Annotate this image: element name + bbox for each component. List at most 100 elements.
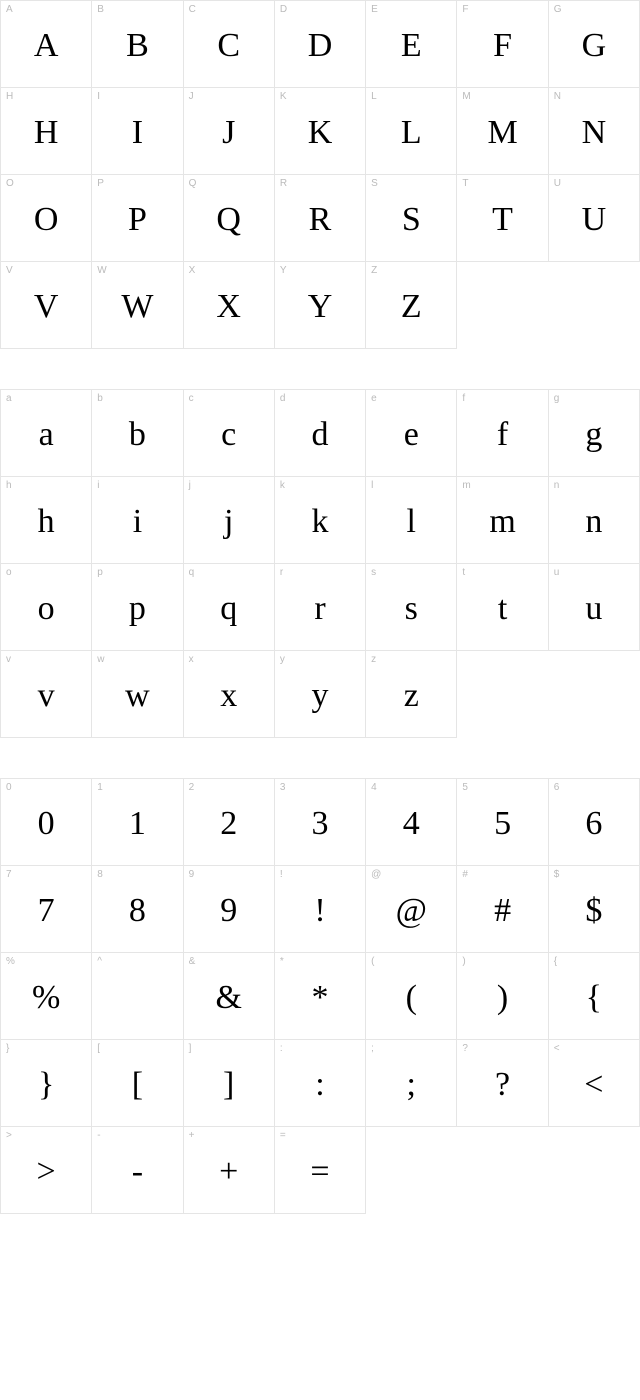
glyph-cell[interactable]: ^ — [92, 953, 183, 1040]
glyph-cell[interactable]: oo — [1, 564, 92, 651]
glyph-cell[interactable]: 44 — [366, 779, 457, 866]
glyph-cell[interactable]: LL — [366, 88, 457, 175]
glyph-cell[interactable]: !! — [275, 866, 366, 953]
glyph-cell[interactable]: :: — [275, 1040, 366, 1127]
glyph-cell[interactable]: 77 — [1, 866, 92, 953]
glyph-cell[interactable]: NN — [549, 88, 640, 175]
glyph-display: ) — [497, 977, 508, 1015]
glyph-cell[interactable]: [[ — [92, 1040, 183, 1127]
glyph-cell[interactable]: (( — [366, 953, 457, 1040]
glyph-cell[interactable]: KK — [275, 88, 366, 175]
glyph-cell[interactable]: ss — [366, 564, 457, 651]
glyph-cell[interactable]: jj — [184, 477, 275, 564]
glyph-cell[interactable]: tt — [457, 564, 548, 651]
glyph-cell[interactable]: ZZ — [366, 262, 457, 349]
glyph-cell[interactable]: nn — [549, 477, 640, 564]
glyph-cell[interactable]: }} — [1, 1040, 92, 1127]
glyph-cell[interactable]: %% — [1, 953, 92, 1040]
glyph-cell[interactable]: PP — [92, 175, 183, 262]
glyph-cell[interactable]: EE — [366, 1, 457, 88]
glyph-cell[interactable]: -- — [92, 1127, 183, 1214]
glyph-cell[interactable]: 88 — [92, 866, 183, 953]
glyph-cell[interactable]: FF — [457, 1, 548, 88]
glyph-cell[interactable]: ww — [92, 651, 183, 738]
glyph-cell[interactable]: 33 — [275, 779, 366, 866]
glyph-cell[interactable]: 22 — [184, 779, 275, 866]
glyph-cell[interactable]: 00 — [1, 779, 92, 866]
glyph-display: 0 — [38, 803, 55, 841]
glyph-cell[interactable]: ll — [366, 477, 457, 564]
glyph-cell[interactable]: == — [275, 1127, 366, 1214]
glyph-display: { — [586, 977, 602, 1015]
glyph-cell[interactable]: ;; — [366, 1040, 457, 1127]
glyph-label: 9 — [189, 869, 195, 880]
glyph-cell[interactable]: $$ — [549, 866, 640, 953]
glyph-cell[interactable]: ee — [366, 390, 457, 477]
glyph-cell[interactable]: ++ — [184, 1127, 275, 1214]
glyph-cell[interactable]: kk — [275, 477, 366, 564]
glyph-cell[interactable]: VV — [1, 262, 92, 349]
glyph-cell[interactable]: pp — [92, 564, 183, 651]
glyph-cell[interactable]: ]] — [184, 1040, 275, 1127]
glyph-cell[interactable]: cc — [184, 390, 275, 477]
glyph-cell[interactable]: 11 — [92, 779, 183, 866]
glyph-cell[interactable]: RR — [275, 175, 366, 262]
empty-cell — [549, 651, 640, 738]
glyph-cell[interactable]: vv — [1, 651, 92, 738]
glyph-display: > — [37, 1151, 56, 1189]
glyph-display: J — [222, 112, 235, 150]
glyph-cell[interactable]: {{ — [549, 953, 640, 1040]
glyph-cell[interactable]: OO — [1, 175, 92, 262]
glyph-cell[interactable]: ** — [275, 953, 366, 1040]
glyph-cell[interactable]: @@ — [366, 866, 457, 953]
glyph-cell[interactable]: UU — [549, 175, 640, 262]
glyph-cell[interactable]: II — [92, 88, 183, 175]
glyph-cell[interactable]: JJ — [184, 88, 275, 175]
glyph-cell[interactable]: bb — [92, 390, 183, 477]
glyph-cell[interactable]: ?? — [457, 1040, 548, 1127]
glyph-label: $ — [554, 869, 560, 880]
glyph-cell[interactable]: YY — [275, 262, 366, 349]
glyph-cell[interactable]: XX — [184, 262, 275, 349]
glyph-cell[interactable]: HH — [1, 88, 92, 175]
glyph-cell[interactable]: ff — [457, 390, 548, 477]
glyph-cell[interactable]: >> — [1, 1127, 92, 1214]
glyph-cell[interactable]: SS — [366, 175, 457, 262]
glyph-cell[interactable]: WW — [92, 262, 183, 349]
glyph-label: ) — [462, 956, 465, 967]
empty-cell — [549, 1127, 640, 1214]
glyph-cell[interactable]: aa — [1, 390, 92, 477]
glyph-cell[interactable]: TT — [457, 175, 548, 262]
glyph-cell[interactable]: DD — [275, 1, 366, 88]
glyph-cell[interactable]: dd — [275, 390, 366, 477]
glyph-cell[interactable]: << — [549, 1040, 640, 1127]
glyph-cell[interactable]: xx — [184, 651, 275, 738]
glyph-cell[interactable]: 99 — [184, 866, 275, 953]
glyph-cell[interactable]: rr — [275, 564, 366, 651]
glyph-cell[interactable]: 55 — [457, 779, 548, 866]
glyph-cell[interactable]: qq — [184, 564, 275, 651]
glyph-cell[interactable]: gg — [549, 390, 640, 477]
glyph-cell[interactable]: yy — [275, 651, 366, 738]
glyph-cell[interactable]: QQ — [184, 175, 275, 262]
empty-cell — [457, 262, 548, 349]
glyph-cell[interactable]: && — [184, 953, 275, 1040]
glyph-label: V — [6, 265, 13, 276]
glyph-cell[interactable]: BB — [92, 1, 183, 88]
glyph-cell[interactable]: ii — [92, 477, 183, 564]
glyph-cell[interactable]: hh — [1, 477, 92, 564]
glyph-display: o — [38, 588, 55, 626]
glyph-cell[interactable]: CC — [184, 1, 275, 88]
glyph-cell[interactable]: zz — [366, 651, 457, 738]
glyph-label: x — [189, 654, 194, 665]
glyph-display: ? — [495, 1064, 510, 1102]
glyph-cell[interactable]: AA — [1, 1, 92, 88]
glyph-cell[interactable]: GG — [549, 1, 640, 88]
glyph-display: m — [489, 501, 515, 539]
glyph-cell[interactable]: MM — [457, 88, 548, 175]
glyph-cell[interactable]: mm — [457, 477, 548, 564]
glyph-cell[interactable]: uu — [549, 564, 640, 651]
glyph-cell[interactable]: 66 — [549, 779, 640, 866]
glyph-cell[interactable]: ## — [457, 866, 548, 953]
glyph-cell[interactable]: )) — [457, 953, 548, 1040]
